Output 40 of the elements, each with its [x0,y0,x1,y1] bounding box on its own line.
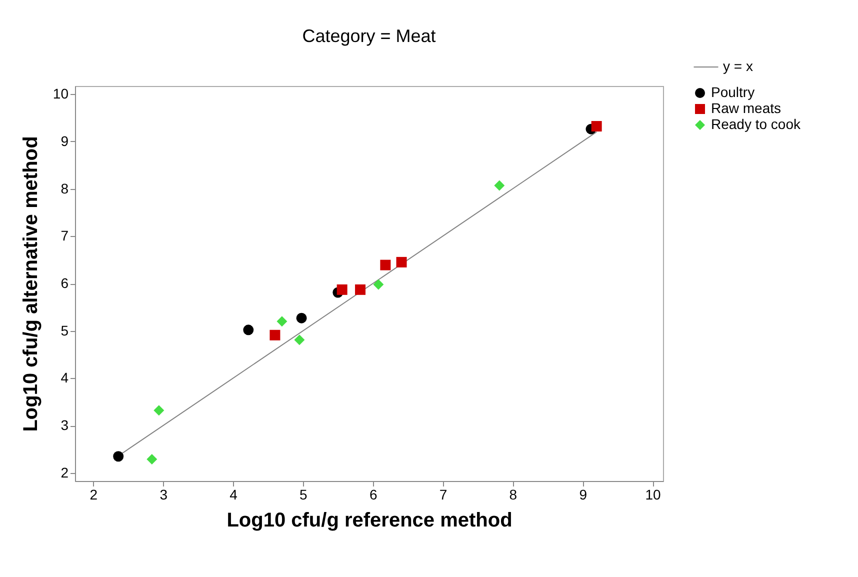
x-tick-label: 4 [230,486,238,502]
legend-label: y = x [723,58,753,74]
point [296,312,307,324]
point [154,405,164,416]
point [396,256,407,268]
legend-label: Ready to cook [711,116,802,132]
point [380,260,391,270]
y-tick-label: 2 [60,464,69,480]
x-tick-label: 3 [160,486,168,502]
point [243,324,254,336]
point [113,451,124,462]
point [294,334,305,346]
x-axis-title: Log10 cfu/g reference method [226,510,512,532]
legend-label: Raw meats [711,100,782,116]
y-tick-label: 5 [60,322,69,338]
y-tick-label: 4 [60,370,69,386]
y-tick-label: 6 [60,275,69,291]
point [373,279,384,290]
y-tick-label: 7 [60,228,69,244]
x-tick-label: 8 [509,486,518,502]
x-tick-label: 9 [579,486,588,502]
x-tick-label: 7 [439,486,448,502]
x-tick-label: 2 [90,486,98,502]
x-tick-label: 6 [369,486,378,502]
y-tick-label: 9 [60,132,69,149]
point [276,316,288,327]
y-tick-label: 3 [60,417,69,434]
point [355,284,366,295]
point [270,330,280,340]
y-tick-label: 10 [52,86,69,102]
y-axis-title: Log10 cfu/g alternative method [20,136,42,432]
x-tick-label: 10 [645,486,662,502]
point [494,180,505,191]
point [146,454,158,464]
y-tick-label: 8 [60,180,69,196]
point [591,121,602,132]
point [336,284,348,295]
x-tick-label: 5 [300,486,308,502]
legend-label: Poultry [711,84,755,100]
chart-title: Category = Meat [302,26,436,46]
